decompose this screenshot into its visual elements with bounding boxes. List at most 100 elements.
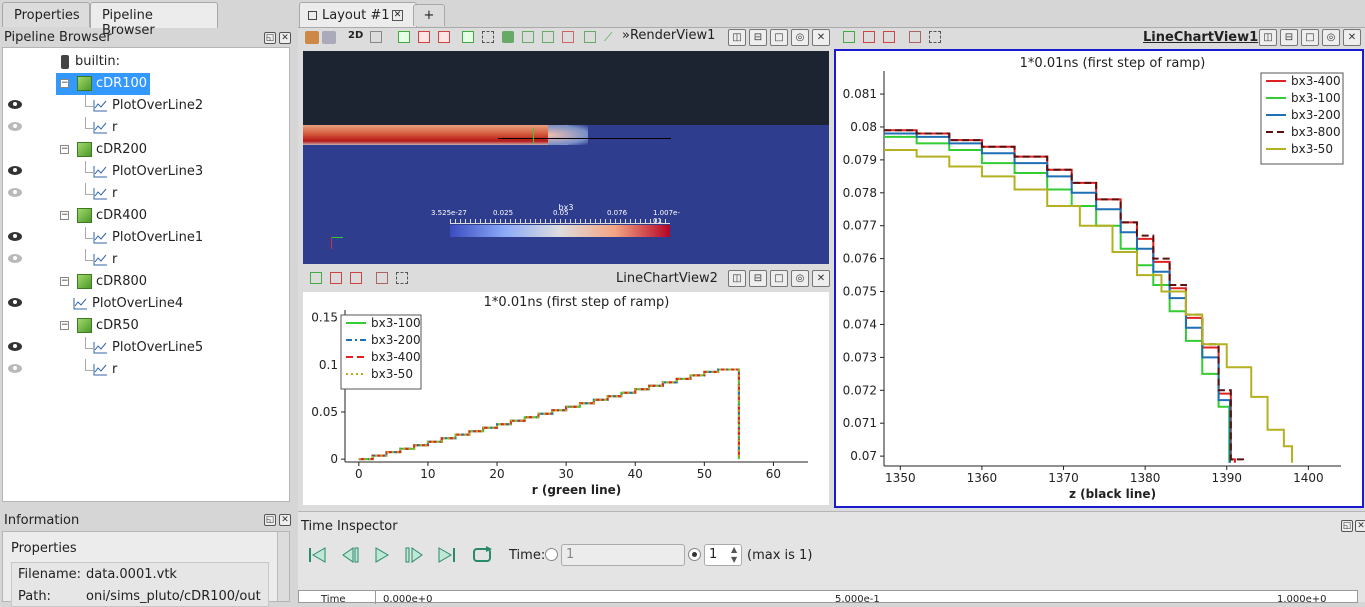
split-vertical-button[interactable]: ⊟ — [1280, 29, 1298, 46]
collapse-icon[interactable]: − — [60, 78, 69, 88]
tree-item-cdr100[interactable]: − cDR100 — [3, 73, 289, 95]
render-field-band — [303, 125, 568, 145]
render-view[interactable]: bx3 3.525e-27 0.025 0.05 0.076 1.007e-01 — [303, 51, 829, 264]
time-track[interactable]: Time 0.000e+0 5.000e-1 1.000e+0 — [298, 590, 1358, 605]
time-value-input[interactable]: 1 — [561, 544, 685, 566]
collapse-icon[interactable]: − — [60, 320, 69, 330]
visibility-eye-icon[interactable] — [8, 122, 22, 131]
tree-item-cdr400[interactable]: − cDR400 — [3, 205, 289, 227]
grow-selection-icon[interactable] — [502, 31, 514, 43]
close-icon[interactable]: ✕ — [1355, 520, 1365, 532]
chart-title: 1*0.01ns (first step of ramp) — [1020, 56, 1206, 71]
info-scrollbar[interactable] — [277, 532, 289, 601]
split-vertical-button[interactable]: ⊟ — [749, 29, 767, 46]
interactive-select-icon[interactable] — [542, 31, 554, 43]
dataset-cube-icon — [77, 274, 92, 289]
2d-toggle[interactable]: 2D — [348, 30, 364, 41]
visibility-eye-icon[interactable] — [8, 232, 22, 241]
shrink-selection-icon[interactable] — [522, 31, 534, 43]
collapse-icon[interactable]: − — [60, 144, 69, 154]
spin-arrows-icon[interactable]: ▲ ▼ — [731, 545, 738, 564]
undock-icon[interactable]: ◱ — [264, 514, 276, 526]
select-block-icon[interactable] — [462, 31, 474, 43]
tab-properties[interactable]: Properties — [2, 2, 90, 27]
split-horizontal-button[interactable]: ◫ — [1259, 29, 1277, 46]
ruler-icon[interactable]: ⟋ — [604, 30, 613, 44]
capture-button[interactable]: ◎ — [791, 270, 809, 287]
tree-root[interactable]: builtin: — [3, 51, 289, 73]
tree-item-cdr50[interactable]: − cDR50 — [3, 315, 289, 337]
play-icon[interactable] — [375, 547, 389, 563]
maximize-button[interactable]: □ — [1301, 29, 1319, 46]
timestep-spinbox[interactable]: 1 — [704, 544, 742, 566]
visibility-eye-icon[interactable] — [8, 100, 22, 109]
clear-selection-icon[interactable] — [396, 272, 408, 284]
clear-selection-icon[interactable] — [929, 31, 941, 43]
tree-item-plotoverline4[interactable]: PlotOverLine4 — [3, 293, 289, 315]
tree-item-r[interactable]: r — [3, 359, 289, 381]
split-vertical-button[interactable]: ⊟ — [749, 270, 767, 287]
time-radio[interactable] — [545, 548, 558, 561]
linechartview1[interactable]: 1*0.01ns (first step of ramp) 1350 1360 137… — [834, 49, 1364, 508]
close-icon[interactable]: ✕ — [279, 32, 291, 44]
undock-icon[interactable]: ◱ — [264, 32, 276, 44]
first-frame-icon[interactable] — [309, 547, 326, 563]
reset-camera-icon[interactable] — [305, 31, 319, 44]
timestep-radio[interactable] — [688, 548, 701, 561]
select-icon[interactable] — [863, 31, 875, 43]
tree-item-plotoverline1[interactable]: PlotOverLine1 — [3, 227, 289, 249]
visibility-eye-icon[interactable] — [8, 298, 22, 307]
tree-item-cdr200[interactable]: − cDR200 — [3, 139, 289, 161]
visibility-eye-icon[interactable] — [8, 364, 22, 373]
rubber-band-icon[interactable] — [482, 31, 494, 43]
clear-selection-icon[interactable] — [584, 31, 596, 43]
tree-item-plotoverline5[interactable]: PlotOverLine5 — [3, 337, 289, 359]
tree-item-cdr800[interactable]: − cDR800 — [3, 271, 289, 293]
select-icon[interactable] — [330, 272, 342, 284]
select-cells-icon[interactable] — [398, 31, 410, 43]
collapse-icon[interactable]: − — [60, 276, 69, 286]
tab-layout-1[interactable]: Layout #1 ✕ — [299, 2, 417, 28]
close-view-button[interactable]: ✕ — [812, 270, 830, 287]
camera-icon[interactable] — [370, 31, 382, 43]
close-view-button[interactable]: ✕ — [1343, 29, 1361, 46]
select-icon[interactable] — [310, 272, 322, 284]
tab-pipeline-browser[interactable]: Pipeline Browser — [90, 2, 218, 38]
visibility-eye-icon[interactable] — [8, 188, 22, 197]
visibility-eye-icon[interactable] — [8, 166, 22, 175]
previous-frame-icon[interactable] — [342, 547, 359, 563]
last-frame-icon[interactable] — [438, 547, 455, 563]
close-tab-icon[interactable]: ✕ — [392, 10, 403, 21]
select-icon[interactable] — [883, 31, 895, 43]
add-tab-button[interactable]: + — [413, 4, 445, 26]
tree-item-plotoverline3[interactable]: PlotOverLine3 — [3, 161, 289, 183]
visibility-eye-icon[interactable] — [8, 342, 22, 351]
interaction-icon[interactable] — [322, 31, 336, 44]
hover-points-icon[interactable] — [562, 31, 574, 43]
linechartview2[interactable]: 1*0.01ns (first step of ramp) 0 10 20 30 40 50… — [303, 292, 829, 505]
maximize-button[interactable]: □ — [770, 270, 788, 287]
next-frame-icon[interactable] — [405, 547, 423, 563]
tree-item-r[interactable]: r — [3, 183, 289, 205]
select-icon[interactable] — [843, 31, 855, 43]
tree-item-r[interactable]: r — [3, 249, 289, 271]
hover-icon[interactable] — [909, 31, 921, 43]
select-icon[interactable] — [350, 272, 362, 284]
undock-icon[interactable]: ◱ — [1341, 520, 1353, 532]
render-dark-region — [303, 51, 829, 125]
split-horizontal-button[interactable]: ◫ — [728, 29, 746, 46]
select-points-icon[interactable] — [418, 31, 430, 43]
visibility-eye-icon[interactable] — [8, 254, 22, 263]
close-icon[interactable]: ✕ — [279, 514, 291, 526]
split-horizontal-button[interactable]: ◫ — [728, 270, 746, 287]
maximize-button[interactable]: □ — [770, 29, 788, 46]
tree-item-plotoverline2[interactable]: PlotOverLine2 — [3, 95, 289, 117]
hover-icon[interactable] — [376, 272, 388, 284]
close-view-button[interactable]: ✕ — [812, 29, 830, 46]
capture-button[interactable]: ◎ — [1322, 29, 1340, 46]
collapse-icon[interactable]: − — [60, 210, 69, 220]
loop-icon[interactable] — [473, 546, 492, 562]
capture-button[interactable]: ◎ — [791, 29, 809, 46]
select-frustum-icon[interactable] — [438, 31, 450, 43]
tree-item-r[interactable]: r — [3, 117, 289, 139]
